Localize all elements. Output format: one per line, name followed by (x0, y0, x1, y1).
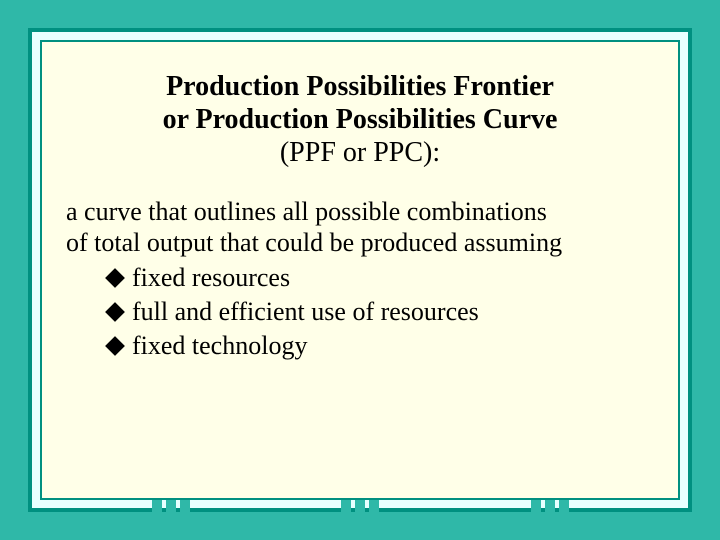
title-line-3: (PPF or PPC): (60, 136, 660, 170)
title-line-2: or Production Possibilities Curve (60, 103, 660, 136)
diamond-bullet-icon (105, 302, 125, 322)
bullet-label: fixed resources (132, 261, 290, 295)
list-item: full and efficient use of resources (108, 295, 654, 329)
bullet-label: full and efficient use of resources (132, 295, 479, 329)
list-item: fixed technology (108, 329, 654, 363)
list-item: fixed resources (108, 261, 654, 295)
intro-line-2: of total output that could be produced a… (66, 227, 654, 259)
title-line-1: Production Possibilities Frontier (60, 70, 660, 103)
intro-line-1: a curve that outlines all possible combi… (66, 196, 654, 228)
body-text: a curve that outlines all possible combi… (66, 196, 654, 363)
bullet-label: fixed technology (132, 329, 307, 363)
title-block: Production Possibilities Frontier or Pro… (60, 70, 660, 170)
bullet-list: fixed resources full and efficient use o… (108, 261, 654, 362)
content-panel: Production Possibilities Frontier or Pro… (40, 40, 680, 500)
diamond-bullet-icon (105, 268, 125, 288)
diamond-bullet-icon (105, 336, 125, 356)
